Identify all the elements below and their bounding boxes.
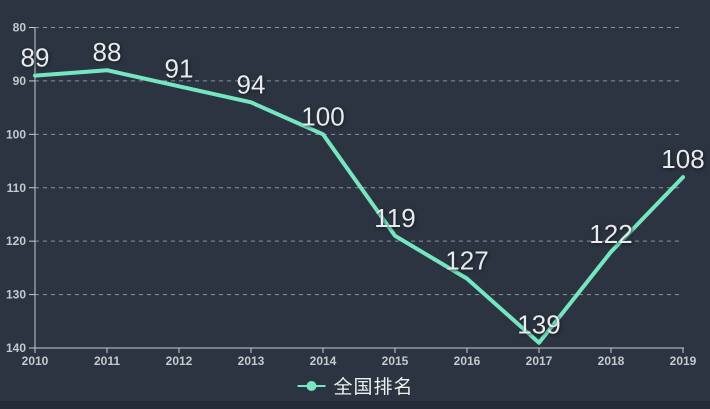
point-value-label: 100 [301, 101, 344, 131]
point-value-label: 119 [374, 203, 415, 233]
legend-item[interactable]: 全国排名 [296, 372, 413, 399]
y-axis-tick-label: 110 [7, 181, 27, 195]
x-axis-year-label: 2014 [310, 354, 337, 368]
series-line-national-ranking[interactable] [33, 68, 685, 345]
legend-label: 全国排名 [333, 377, 414, 398]
x-axis-year-label: 2017 [526, 354, 553, 368]
point-value-label: 94 [237, 69, 266, 99]
x-axis-year-label: 2016 [454, 354, 481, 368]
point-value-label: 88 [93, 37, 122, 67]
legend-line-marker-icon [297, 380, 326, 391]
y-axis-tick-label: 140 [6, 341, 26, 355]
x-axis-year-label: 2013 [238, 354, 265, 368]
window-bottom-edge [0, 401, 710, 409]
point-value-label: 122 [589, 219, 632, 249]
x-axis-year-label: 2010 [22, 354, 49, 368]
y-axis-tick-label: 130 [6, 288, 26, 302]
y-axis-tick-label: 90 [13, 74, 27, 88]
point-value-label: 139 [517, 310, 560, 340]
y-axis-tick-label: 100 [6, 127, 26, 141]
y-axis-tick-label: 80 [13, 21, 27, 35]
y-axis-tick-label: 120 [6, 234, 26, 248]
point-value-label: 127 [445, 246, 488, 276]
x-axis-year-label: 2012 [166, 354, 193, 368]
x-axis-year-label: 2019 [670, 354, 697, 368]
x-axis-year-label: 2018 [598, 354, 625, 368]
point-value-label: 89 [21, 43, 50, 73]
point-value-label: 108 [661, 144, 704, 174]
x-axis-year-label: 2015 [382, 354, 409, 368]
point-value-label: 91 [165, 53, 194, 83]
x-axis-year-label: 2011 [94, 354, 120, 368]
